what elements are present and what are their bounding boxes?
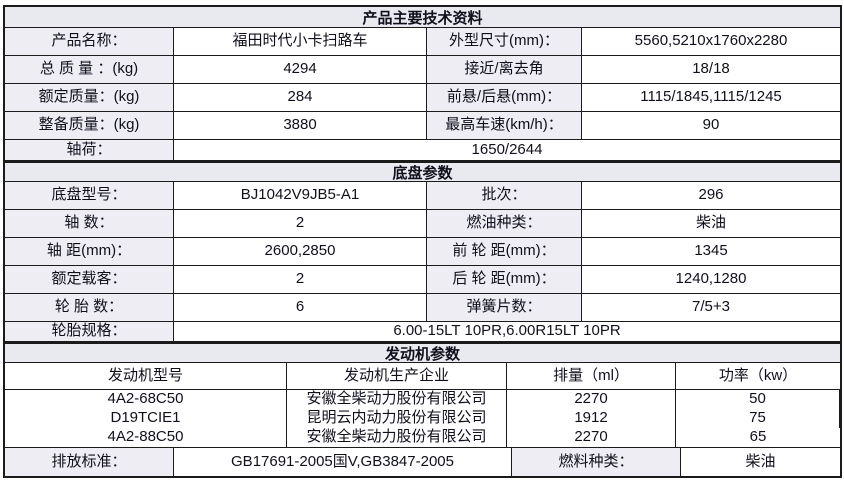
spec-label: 轮 胎 数： <box>5 294 174 321</box>
tire-spec-row: 轮胎规格： 6.00-15LT 10PR,6.00R15LT 10PR <box>5 322 840 342</box>
emission-standard-label: 排放标准： <box>5 448 174 476</box>
spec-row: 额定载客： 2 后 轮 距(mm)： 1240,1280 <box>5 266 840 294</box>
engine-displacement: 1912 <box>507 409 676 428</box>
engine-data-block: 4A2-68C50 安徽全柴动力股份有限公司 2270 50 D19TCIE1 … <box>5 390 840 448</box>
engine-header-row: 发动机型号 发动机生产企业 排量（ml） 功率（kw） <box>5 363 840 390</box>
tire-spec-value: 6.00-15LT 10PR,6.00R15LT 10PR <box>174 322 840 341</box>
spec-value: 1345 <box>582 238 840 265</box>
emission-row: 排放标准： GB17691-2005国V,GB3847-2005 燃料种类： 柴… <box>5 448 840 476</box>
spec-row: 总 质 量 ：(kg) 4294 接近/离去角 18/18 <box>5 56 840 84</box>
spec-value: 18/18 <box>582 56 840 83</box>
spec-label: 额定质量：(kg) <box>5 84 174 111</box>
spec-row: 产品名称： 福田时代小卡扫路车 外型尺寸(mm)： 5560,5210x1760… <box>5 28 840 56</box>
spec-table: 产品主要技术资料 产品名称： 福田时代小卡扫路车 外型尺寸(mm)： 5560,… <box>3 5 842 478</box>
spec-label: 底盘型号： <box>5 182 174 209</box>
spec-row: 轴 距(mm)： 2600,2850 前 轮 距(mm)： 1345 <box>5 238 840 266</box>
spec-row: 底盘型号： BJ1042V9JB5-A1 批次： 296 <box>5 182 840 210</box>
section-title-engine: 发动机参数 <box>5 342 840 363</box>
section-title-product: 产品主要技术资料 <box>5 7 840 28</box>
spec-value: 1115/1845,1115/1245 <box>582 84 840 111</box>
spec-value: 7/5+3 <box>582 294 840 321</box>
spec-label: 轴 距(mm)： <box>5 238 174 265</box>
engine-model: 4A2-68C50 <box>5 390 287 409</box>
fuel-type-label: 燃料种类： <box>512 448 681 476</box>
spec-value: 296 <box>582 182 840 209</box>
spec-value: 2 <box>174 266 427 293</box>
spec-value: 5560,5210x1760x2280 <box>582 28 840 55</box>
spec-row: 轮 胎 数： 6 弹簧片数： 7/5+3 <box>5 294 840 322</box>
tire-spec-label: 轮胎规格： <box>5 322 174 341</box>
axle-load-label: 轴荷： <box>5 140 174 160</box>
spec-value: 6 <box>174 294 427 321</box>
engine-model: 4A2-88C50 <box>5 428 287 447</box>
spec-label: 前 轮 距(mm)： <box>427 238 582 265</box>
spec-value: 1240,1280 <box>582 266 840 293</box>
spec-label: 接近/离去角 <box>427 56 582 83</box>
spec-label: 弹簧片数： <box>427 294 582 321</box>
spec-value: 福田时代小卡扫路车 <box>174 28 427 55</box>
engine-col-header-model: 发动机型号 <box>5 363 287 389</box>
engine-displacement: 2270 <box>507 390 676 409</box>
engine-manufacturer: 昆明云内动力股份有限公司 <box>287 409 507 428</box>
spec-label: 总 质 量 ：(kg) <box>5 56 174 83</box>
spec-value: 4294 <box>174 56 427 83</box>
engine-power: 65 <box>676 428 840 447</box>
engine-displacement: 2270 <box>507 428 676 447</box>
engine-power: 75 <box>676 409 840 428</box>
fuel-type-value: 柴油 <box>681 448 840 476</box>
section-title-chassis: 底盘参数 <box>5 161 840 182</box>
axle-load-value: 1650/2644 <box>174 140 840 160</box>
engine-manufacturer: 安徽全柴动力股份有限公司 <box>287 428 507 447</box>
engine-power: 50 <box>676 390 840 409</box>
spec-value: BJ1042V9JB5-A1 <box>174 182 427 209</box>
spec-label: 产品名称： <box>5 28 174 55</box>
spec-value: 3880 <box>174 112 427 139</box>
spec-row: 额定质量：(kg) 284 前悬/后悬(mm)： 1115/1845,1115/… <box>5 84 840 112</box>
spec-label: 轴 数： <box>5 210 174 237</box>
spec-label: 额定载客： <box>5 266 174 293</box>
spec-value: 柴油 <box>582 210 840 237</box>
spec-label: 燃油种类： <box>427 210 582 237</box>
engine-col-header-displacement: 排量（ml） <box>507 363 676 389</box>
spec-value: 2 <box>174 210 427 237</box>
engine-col-header-power: 功率（kw） <box>676 363 840 389</box>
spec-label: 前悬/后悬(mm)： <box>427 84 582 111</box>
spec-value: 90 <box>582 112 840 139</box>
engine-model: D19TCIE1 <box>5 409 287 428</box>
engine-col-header-manufacturer: 发动机生产企业 <box>287 363 507 389</box>
spec-label: 整备质量：(kg) <box>5 112 174 139</box>
spec-value: 2600,2850 <box>174 238 427 265</box>
spec-label: 后 轮 距(mm)： <box>427 266 582 293</box>
spec-label: 批次： <box>427 182 582 209</box>
spec-value: 284 <box>174 84 427 111</box>
engine-manufacturer: 安徽全柴动力股份有限公司 <box>287 390 507 409</box>
spec-label: 外型尺寸(mm)： <box>427 28 582 55</box>
spec-row: 整备质量：(kg) 3880 最高车速(km/h)： 90 <box>5 112 840 140</box>
axle-load-row: 轴荷： 1650/2644 <box>5 140 840 161</box>
spec-label: 最高车速(km/h)： <box>427 112 582 139</box>
emission-standard-value: GB17691-2005国V,GB3847-2005 <box>174 448 512 476</box>
spec-row: 轴 数： 2 燃油种类： 柴油 <box>5 210 840 238</box>
